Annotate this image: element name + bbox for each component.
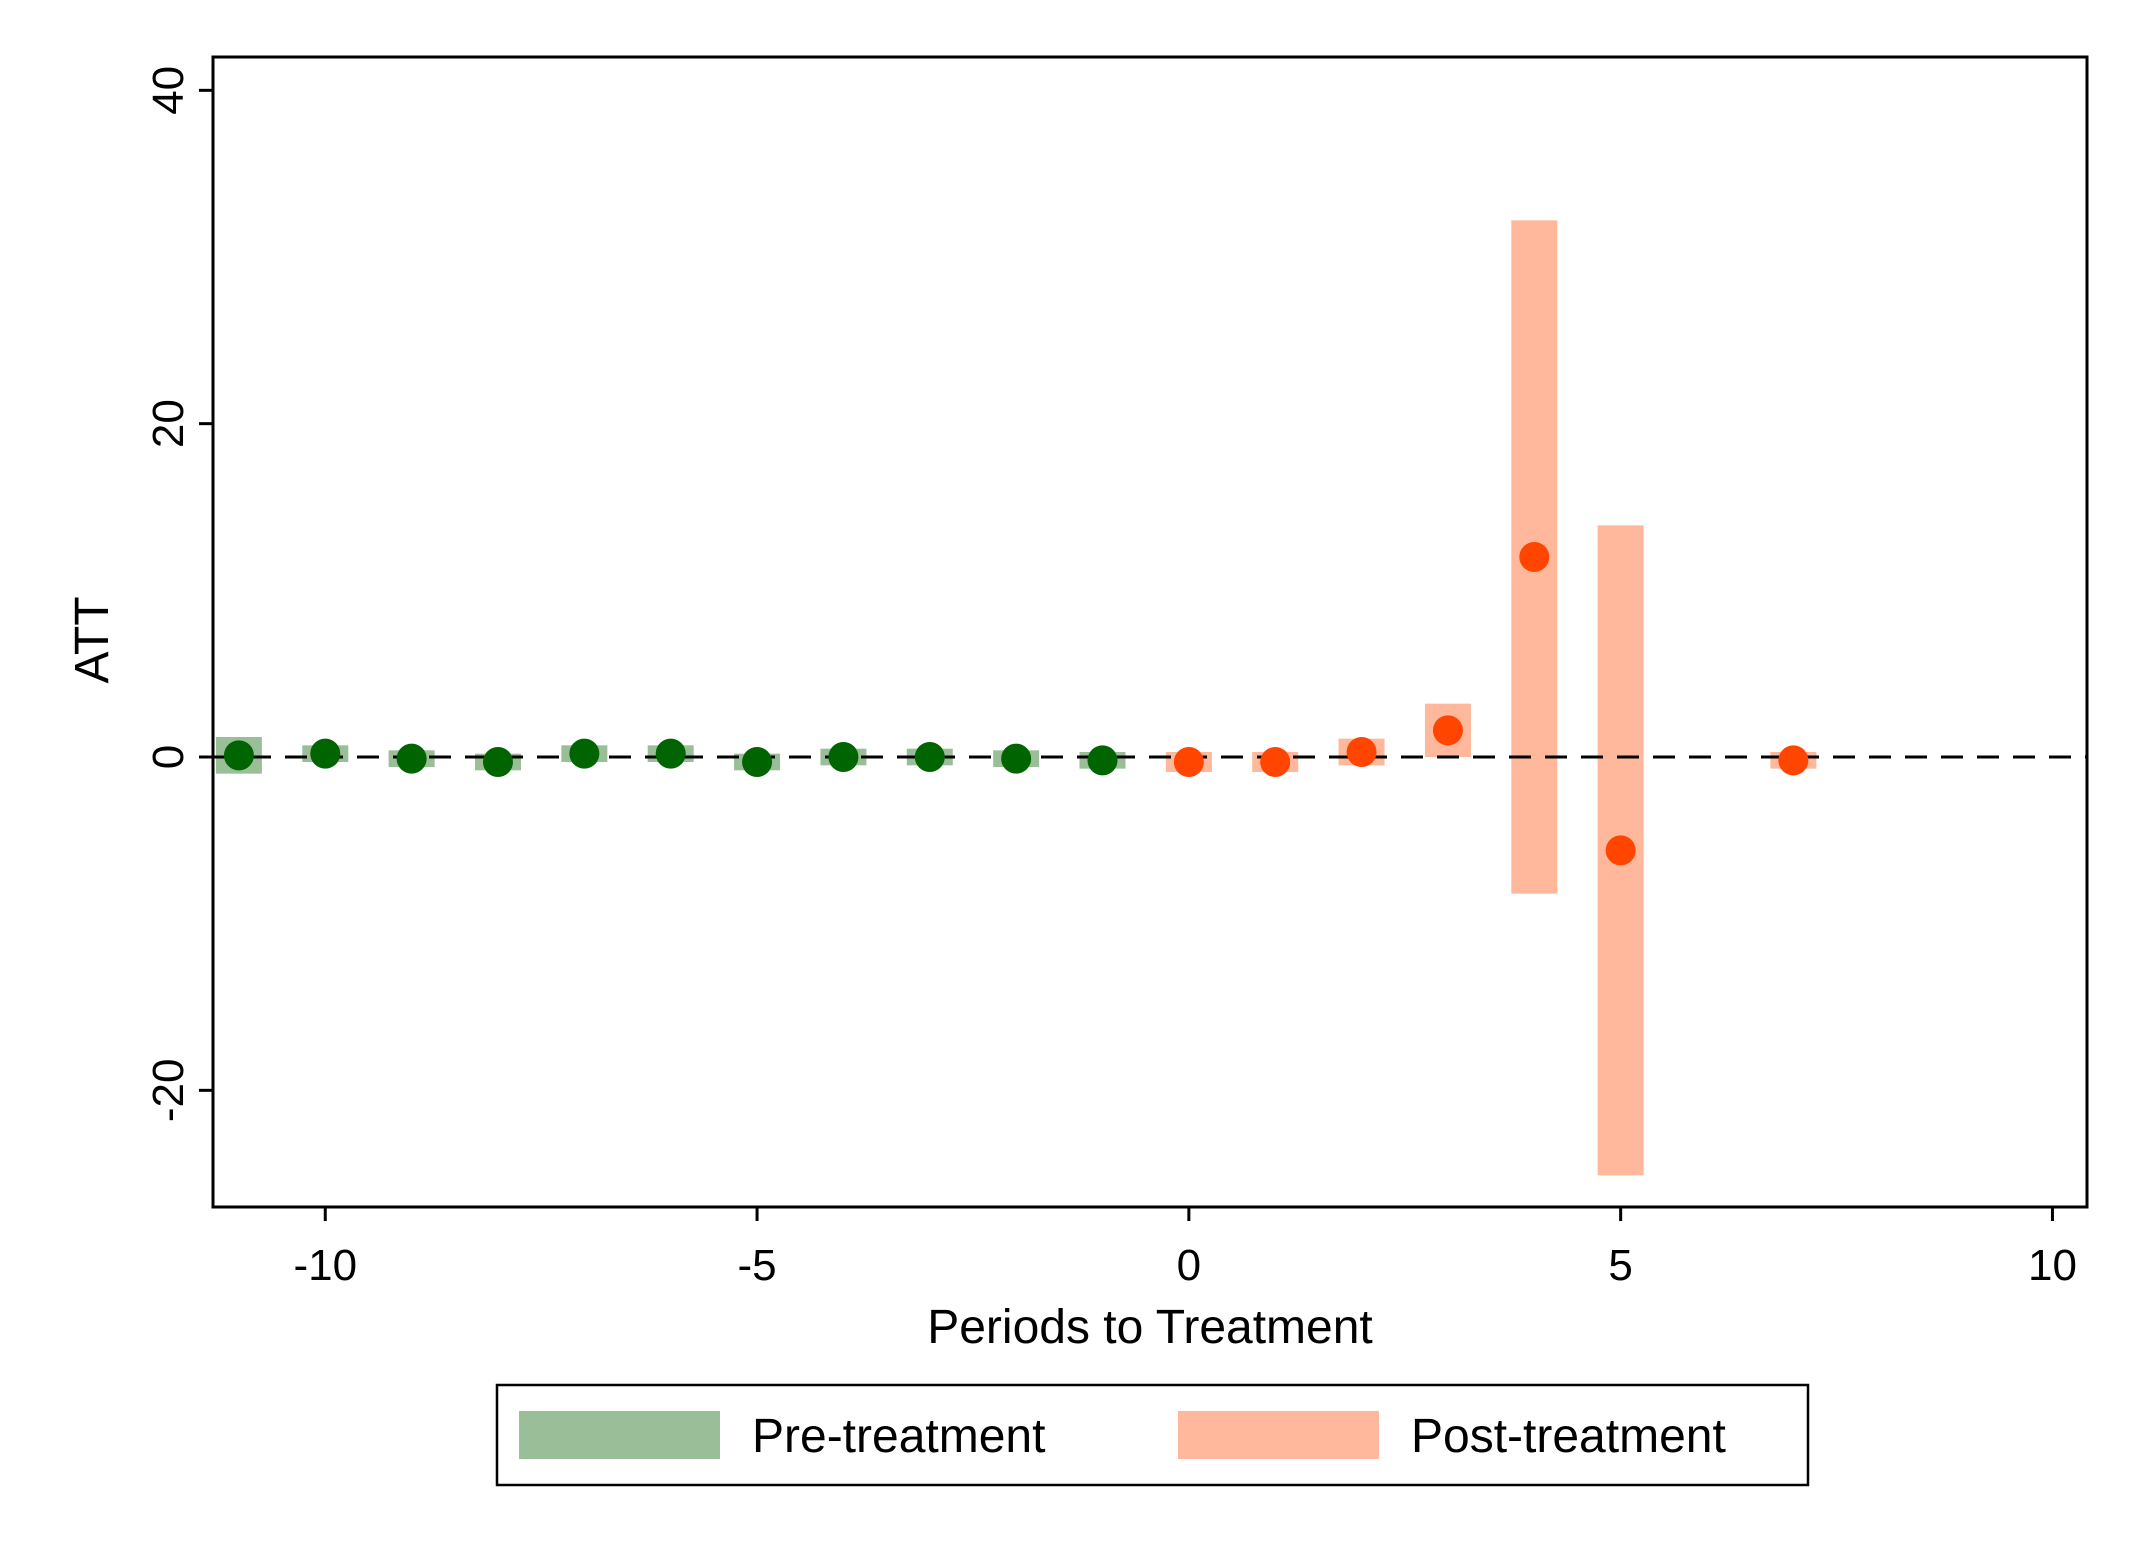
data-point [1087, 745, 1118, 776]
data-point [1519, 542, 1550, 572]
data-point [1605, 835, 1636, 866]
legend-swatch-post-treatment [1178, 1411, 1379, 1459]
x-tick-label: -10 [293, 1241, 357, 1290]
data-point [1173, 747, 1204, 777]
y-axis-title: ATT [66, 596, 119, 683]
legend-label-pre-treatment: Pre-treatment [752, 1410, 1045, 1463]
data-point [655, 738, 686, 769]
x-tick-label: -5 [738, 1241, 777, 1290]
data-point [396, 743, 427, 774]
x-tick-label: 5 [1608, 1241, 1632, 1290]
legend: Pre-treatment Post-treatment [495, 1383, 1810, 1487]
legend-label-post-treatment: Post-treatment [1411, 1410, 1726, 1463]
data-point [742, 747, 773, 777]
data-point [914, 742, 945, 772]
y-tick-label: 20 [144, 399, 193, 448]
x-axis-title: Periods to Treatment [927, 1301, 1373, 1354]
y-tick-label: -20 [144, 1059, 193, 1123]
point-estimates [223, 542, 1809, 866]
x-tick-label: 10 [2028, 1241, 2077, 1290]
data-point [569, 738, 600, 769]
data-point [828, 742, 859, 772]
data-point [1778, 745, 1809, 776]
data-point [1260, 747, 1291, 777]
data-point [310, 738, 341, 769]
x-axis-ticks: -10 -5 0 5 10 [293, 1207, 2077, 1290]
y-tick-label: 40 [144, 66, 193, 115]
x-tick-label: 0 [1177, 1241, 1201, 1290]
y-axis-ticks: 40 20 0 -20 [144, 66, 213, 1122]
data-point [482, 747, 513, 777]
legend-swatch-pre-treatment [519, 1411, 720, 1459]
data-point [1001, 743, 1032, 774]
data-point [223, 740, 254, 771]
data-point [1346, 737, 1377, 767]
plot-frame [211, 55, 2089, 1209]
data-point [1432, 715, 1463, 746]
y-tick-label: 0 [144, 745, 193, 769]
